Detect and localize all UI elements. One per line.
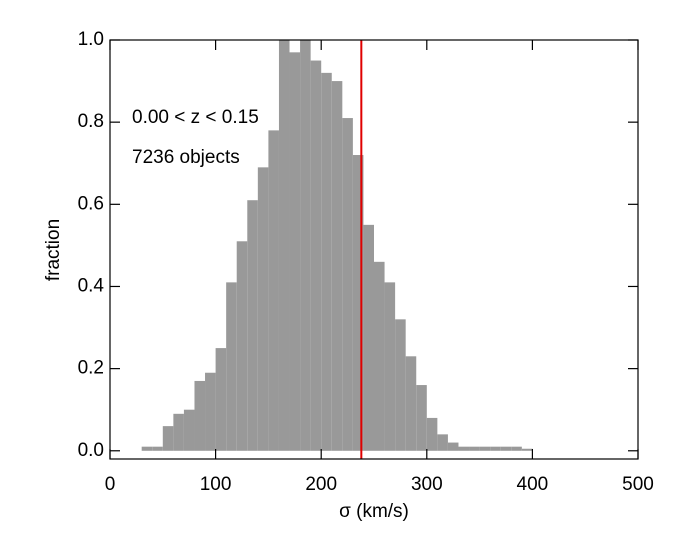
bar	[331, 81, 343, 451]
bar	[321, 72, 332, 451]
bar	[257, 167, 269, 451]
bar	[352, 155, 364, 451]
bar	[141, 446, 153, 451]
x-tick-label: 400	[517, 474, 549, 495]
bar	[416, 385, 427, 451]
bar	[500, 446, 512, 451]
x-tick-label: 300	[411, 474, 443, 495]
bar	[205, 372, 216, 451]
bar	[289, 52, 301, 451]
bar	[458, 446, 470, 451]
annotation: 0.00 < z < 0.15	[132, 107, 259, 128]
bar	[437, 434, 448, 451]
bar	[268, 130, 279, 451]
bar	[395, 319, 406, 451]
bar	[384, 282, 396, 451]
bar	[173, 413, 184, 451]
y-tick-label: 1.0	[78, 29, 104, 50]
bar	[426, 417, 438, 451]
bar	[479, 446, 491, 451]
bar	[374, 261, 385, 451]
bar	[183, 409, 195, 451]
bar	[490, 446, 501, 451]
y-tick-label: 0.2	[78, 358, 104, 379]
y-tick-label: 0.0	[78, 440, 104, 461]
bar	[310, 60, 322, 451]
annotation: 7236 objects	[132, 147, 240, 168]
y-tick-label: 0.8	[78, 111, 104, 132]
bar	[194, 380, 206, 451]
x-axis-label: σ (km/s)	[339, 501, 409, 522]
y-tick-label: 0.4	[78, 275, 105, 296]
bar	[300, 40, 311, 451]
x-tick-label: 200	[305, 474, 337, 495]
bar	[405, 356, 417, 451]
x-tick-label: 100	[200, 474, 232, 495]
bar	[521, 448, 533, 451]
bar	[469, 446, 480, 451]
y-axis-label: fraction	[43, 219, 64, 281]
bar	[342, 118, 353, 451]
bar	[247, 200, 258, 451]
bar	[447, 442, 459, 451]
bar	[363, 224, 374, 451]
bar	[152, 446, 163, 451]
bar	[278, 40, 290, 451]
bar	[215, 348, 227, 451]
bar	[226, 282, 237, 451]
bar	[162, 426, 174, 451]
bar	[511, 446, 522, 451]
x-tick-label: 500	[622, 474, 654, 495]
plot-frame	[109, 39, 639, 460]
x-tick-label: 0	[105, 474, 116, 495]
y-tick-label: 0.6	[78, 193, 104, 214]
bar	[236, 241, 248, 451]
